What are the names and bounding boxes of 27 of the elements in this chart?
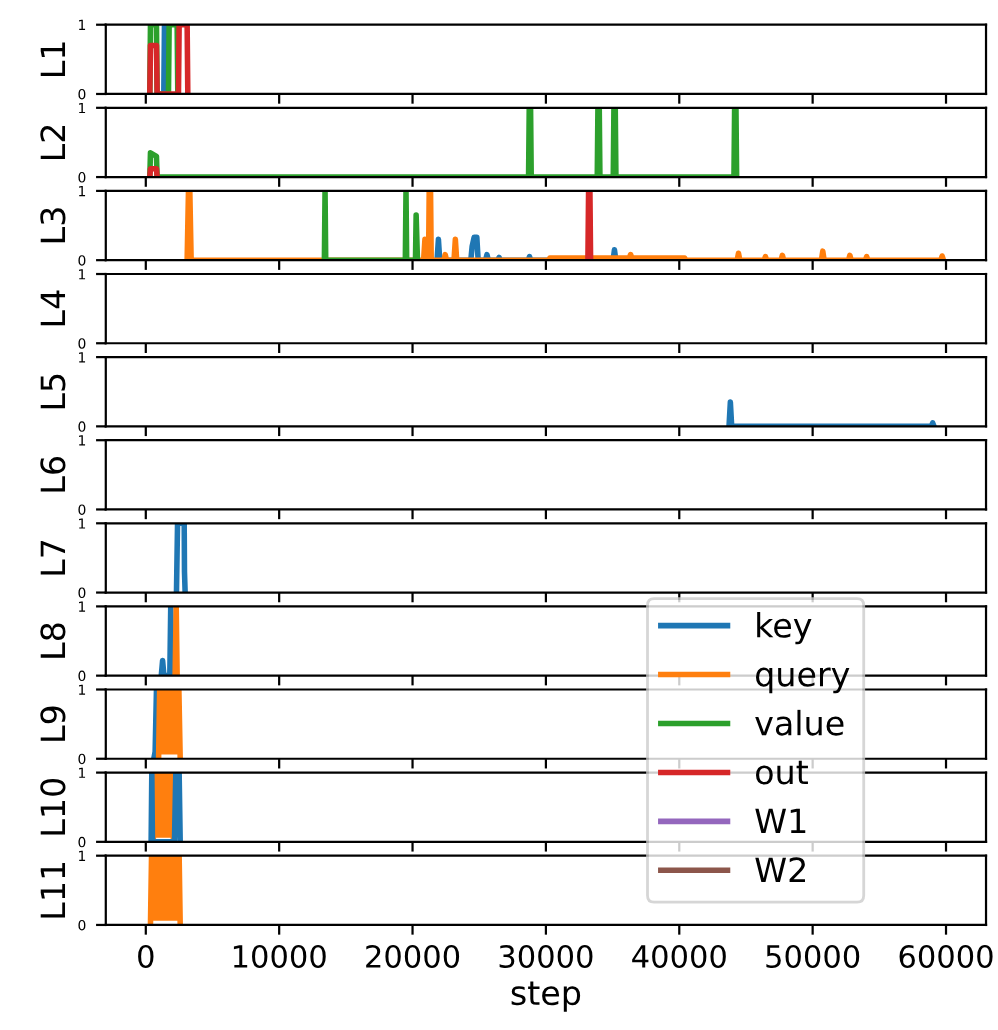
- y-axis-title: L4: [40, 290, 66, 326]
- x-tick-label: 20000: [366, 944, 460, 969]
- y-axis-title: L10: [40, 778, 66, 835]
- x-axis-title: step: [511, 981, 581, 1012]
- x-tick-label: 10000: [233, 944, 326, 969]
- y-axis-title: L8: [40, 623, 66, 658]
- x-tick-label: 50000: [766, 944, 860, 969]
- legend-label: W2: [755, 857, 805, 882]
- y-axis-title: L2: [40, 125, 66, 160]
- x-tick-label: 30000: [499, 944, 593, 969]
- y-axis-title: L6: [40, 457, 66, 492]
- legend-label: out: [756, 760, 808, 785]
- legend-label: W1: [755, 808, 806, 834]
- y-axis-title: L1: [40, 42, 66, 76]
- y-axis-title: L5: [40, 374, 66, 409]
- legend-label: value: [755, 709, 844, 736]
- line-series: [147, 107, 740, 178]
- x-tick-label: 0: [138, 944, 154, 969]
- y-axis-title: L9: [40, 706, 66, 741]
- legend-label: key: [757, 611, 812, 645]
- y-axis-title: L11: [40, 862, 66, 918]
- line-series: [184, 190, 947, 261]
- x-tick-label: 40000: [632, 944, 726, 969]
- y-axis-title: L3: [40, 208, 66, 243]
- y-axis-title: L7: [40, 540, 66, 575]
- legend-label: query: [756, 667, 850, 694]
- x-tick-label: 60000: [899, 944, 993, 969]
